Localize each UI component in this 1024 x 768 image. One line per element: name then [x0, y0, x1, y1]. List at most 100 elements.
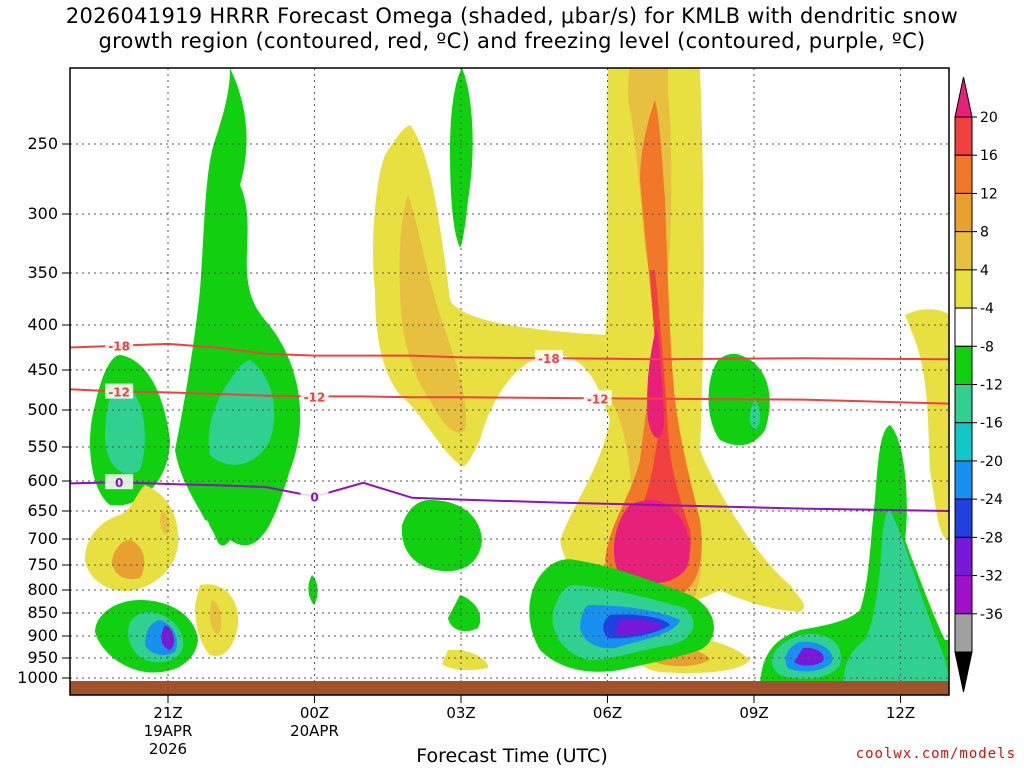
- x-tick-sublabel: 2026: [149, 740, 187, 758]
- contour-line: [70, 481, 949, 512]
- y-tick-label: 450: [27, 360, 58, 379]
- x-tick-sublabel: 20APR: [290, 722, 339, 740]
- x-tick-sublabel: 19APR: [144, 722, 193, 740]
- colorbar-cap-bottom: [954, 651, 973, 693]
- contour-line: [70, 388, 949, 405]
- colorbar-segment: [954, 536, 973, 577]
- colorbar-tick-label: -8: [980, 339, 994, 355]
- y-tick-label: 350: [27, 263, 58, 282]
- omega-region: [159, 510, 170, 535]
- contour-label: -12: [108, 386, 130, 400]
- contour-line: [70, 342, 949, 361]
- colorbar-tick-label: -28: [980, 530, 1003, 546]
- colorbar-tick-label: -12: [980, 378, 1003, 394]
- colorbar-segment: [954, 307, 973, 347]
- colorbar-segment: [954, 613, 973, 653]
- colorbar-tick-label: -16: [980, 416, 1003, 432]
- contour-label-bg: [583, 390, 612, 406]
- omega-region: [205, 500, 222, 540]
- omega-region: [794, 647, 824, 666]
- omega-region: [401, 500, 482, 572]
- colorbar-segment: [954, 116, 973, 156]
- colorbar-tick-label: -20: [980, 454, 1003, 470]
- y-tick-label: 700: [27, 529, 58, 548]
- omega-region: [373, 68, 805, 613]
- contour-label: -18: [538, 352, 560, 366]
- omega-region: [448, 595, 481, 632]
- grid: [70, 68, 949, 695]
- omega-region: [843, 510, 949, 690]
- omega-shading: [84, 68, 949, 690]
- omega-region: [308, 575, 318, 605]
- colorbar-tick-label: 12: [980, 186, 998, 202]
- colorbar-segment: [954, 269, 973, 309]
- contours: -18 -18 -12 -12 -12 0 0: [70, 337, 949, 512]
- colorbar-segment: [954, 422, 973, 462]
- y-tick-label: 300: [27, 204, 58, 223]
- y-tick-label: 400: [27, 315, 58, 334]
- contour-label-bg: [105, 337, 134, 353]
- contour-label: 0: [310, 491, 318, 505]
- omega-region: [161, 625, 175, 650]
- omega-region: [905, 309, 949, 540]
- y-axis: 250 300 350 400 450 500 550 600 650 700 750 800 850 9…: [17, 134, 70, 687]
- contour-label: 0: [115, 476, 123, 490]
- omega-region: [615, 619, 662, 635]
- plot-frame: [69, 67, 950, 696]
- omega-region: [613, 500, 690, 584]
- contour-label: -12: [304, 390, 326, 404]
- colorbar-segment: [954, 231, 973, 271]
- omega-region: [210, 600, 222, 635]
- y-tick-label: 650: [27, 501, 58, 520]
- x-axis-label: Forecast Time (UTC): [416, 745, 608, 767]
- colorbar-tick-label: -24: [980, 492, 1003, 508]
- colorbar-cap-top: [954, 76, 973, 118]
- omega-region: [208, 360, 275, 465]
- y-tick-label: 900: [27, 626, 58, 645]
- colorbar-segment: [954, 498, 973, 538]
- omega-region: [442, 649, 489, 671]
- colorbar-tick-label: -32: [980, 569, 1003, 585]
- colorbar-tick-label: 8: [980, 225, 989, 241]
- x-tick-label: 00Z: [300, 704, 329, 722]
- y-tick-label: 1000: [17, 668, 58, 687]
- colorbar: 20 16 12 8 4 -4 -8 -12 -16 -20 -24 -28 -32 -36: [954, 76, 1003, 693]
- colorbar-tick-label: -36: [980, 607, 1003, 623]
- chart-title: 2026041919 HRRR Forecast Omega (shaded, …: [0, 4, 1024, 54]
- colorbar-tick-label: 16: [980, 148, 998, 164]
- contour-label-bg: [105, 474, 134, 490]
- y-tick-label: 600: [27, 471, 58, 490]
- y-tick-label: 750: [27, 555, 58, 574]
- colorbar-segment: [954, 575, 973, 615]
- colorbar-tick-label: 20: [980, 110, 998, 126]
- colorbar-tick-label: 4: [980, 263, 989, 279]
- y-tick-label: 950: [27, 648, 58, 667]
- omega-region: [105, 385, 145, 474]
- ground-bar: [70, 681, 949, 695]
- x-tick-label: 09Z: [739, 704, 768, 722]
- title-line-2: growth region (contoured, red, ºC) and f…: [98, 29, 926, 53]
- y-tick-label: 500: [27, 400, 58, 419]
- colorbar-segment: [954, 384, 973, 424]
- contour-label: -12: [587, 392, 609, 406]
- omega-region: [749, 400, 761, 430]
- x-tick-label: 03Z: [446, 704, 475, 722]
- contour-label-bg: [300, 388, 329, 404]
- x-tick-label: 06Z: [593, 704, 622, 722]
- colorbar-segment: [954, 192, 973, 233]
- colorbar-segment: [954, 154, 973, 194]
- y-tick-label: 850: [27, 603, 58, 622]
- colorbar-segment: [954, 345, 973, 385]
- colorbar-tick-label: -4: [980, 301, 994, 317]
- title-line-1: 2026041919 HRRR Forecast Omega (shaded, …: [65, 4, 959, 28]
- contour-label: -18: [108, 340, 130, 354]
- y-tick-label: 250: [27, 134, 58, 153]
- omega-region: [399, 195, 466, 433]
- y-tick-label: 550: [27, 437, 58, 456]
- omega-region: [605, 100, 702, 600]
- contour-label-bg: [300, 488, 329, 504]
- omega-region: [112, 540, 145, 580]
- y-tick-label: 800: [27, 580, 58, 599]
